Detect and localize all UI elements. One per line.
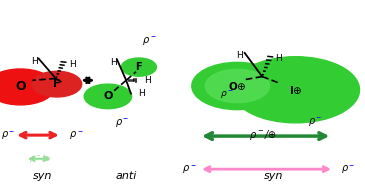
Text: H: H [138, 89, 145, 98]
Text: $\rho$: $\rho$ [308, 116, 316, 128]
Text: $\mathbf{-}$: $\mathbf{-}$ [8, 128, 15, 133]
Text: F: F [53, 79, 61, 89]
Circle shape [122, 58, 157, 76]
Text: $\mathbf{-}$: $\mathbf{-}$ [122, 116, 129, 121]
Text: H: H [275, 54, 281, 63]
Text: $\rho$: $\rho$ [220, 89, 228, 100]
Text: $\rho$: $\rho$ [69, 129, 77, 141]
Text: O$\oplus$: O$\oplus$ [228, 80, 247, 92]
Text: F: F [136, 62, 142, 72]
Circle shape [205, 69, 269, 103]
Text: H: H [110, 58, 117, 67]
Text: $\rho$: $\rho$ [182, 163, 191, 175]
Text: H: H [236, 51, 243, 60]
Text: O: O [15, 81, 26, 93]
Text: syn: syn [32, 171, 52, 181]
Text: $\rho$: $\rho$ [115, 117, 123, 129]
Text: H: H [144, 76, 150, 85]
Text: anti: anti [115, 171, 137, 181]
Text: $\mathbf{-}$: $\mathbf{-}$ [227, 87, 234, 92]
Text: H: H [31, 57, 38, 66]
Text: $\mathbf{-}$: $\mathbf{-}$ [77, 128, 83, 133]
Text: $\mathbf{-}$: $\mathbf{-}$ [315, 115, 322, 120]
Text: syn: syn [264, 171, 284, 181]
Text: $\mathbf{-}$: $\mathbf{-}$ [190, 162, 196, 167]
Text: $\rho$: $\rho$ [341, 163, 349, 175]
Text: $\rho^-$/$\oplus$: $\rho^-$/$\oplus$ [249, 128, 277, 142]
Text: I$\oplus$: I$\oplus$ [289, 84, 303, 96]
Text: H: H [69, 60, 76, 69]
Circle shape [192, 62, 283, 110]
Text: O: O [103, 91, 113, 101]
Text: $\rho$: $\rho$ [142, 35, 150, 47]
Text: $\rho$: $\rho$ [1, 129, 9, 141]
Circle shape [32, 71, 82, 97]
Text: $\mathbf{-}$: $\mathbf{-}$ [150, 33, 156, 38]
Circle shape [84, 84, 132, 109]
Circle shape [0, 69, 55, 105]
Text: $\rho^-$/$\oplus$: $\rho^-$/$\oplus$ [28, 152, 51, 165]
Circle shape [232, 57, 360, 123]
Text: $\mathbf{-}$: $\mathbf{-}$ [348, 162, 355, 167]
